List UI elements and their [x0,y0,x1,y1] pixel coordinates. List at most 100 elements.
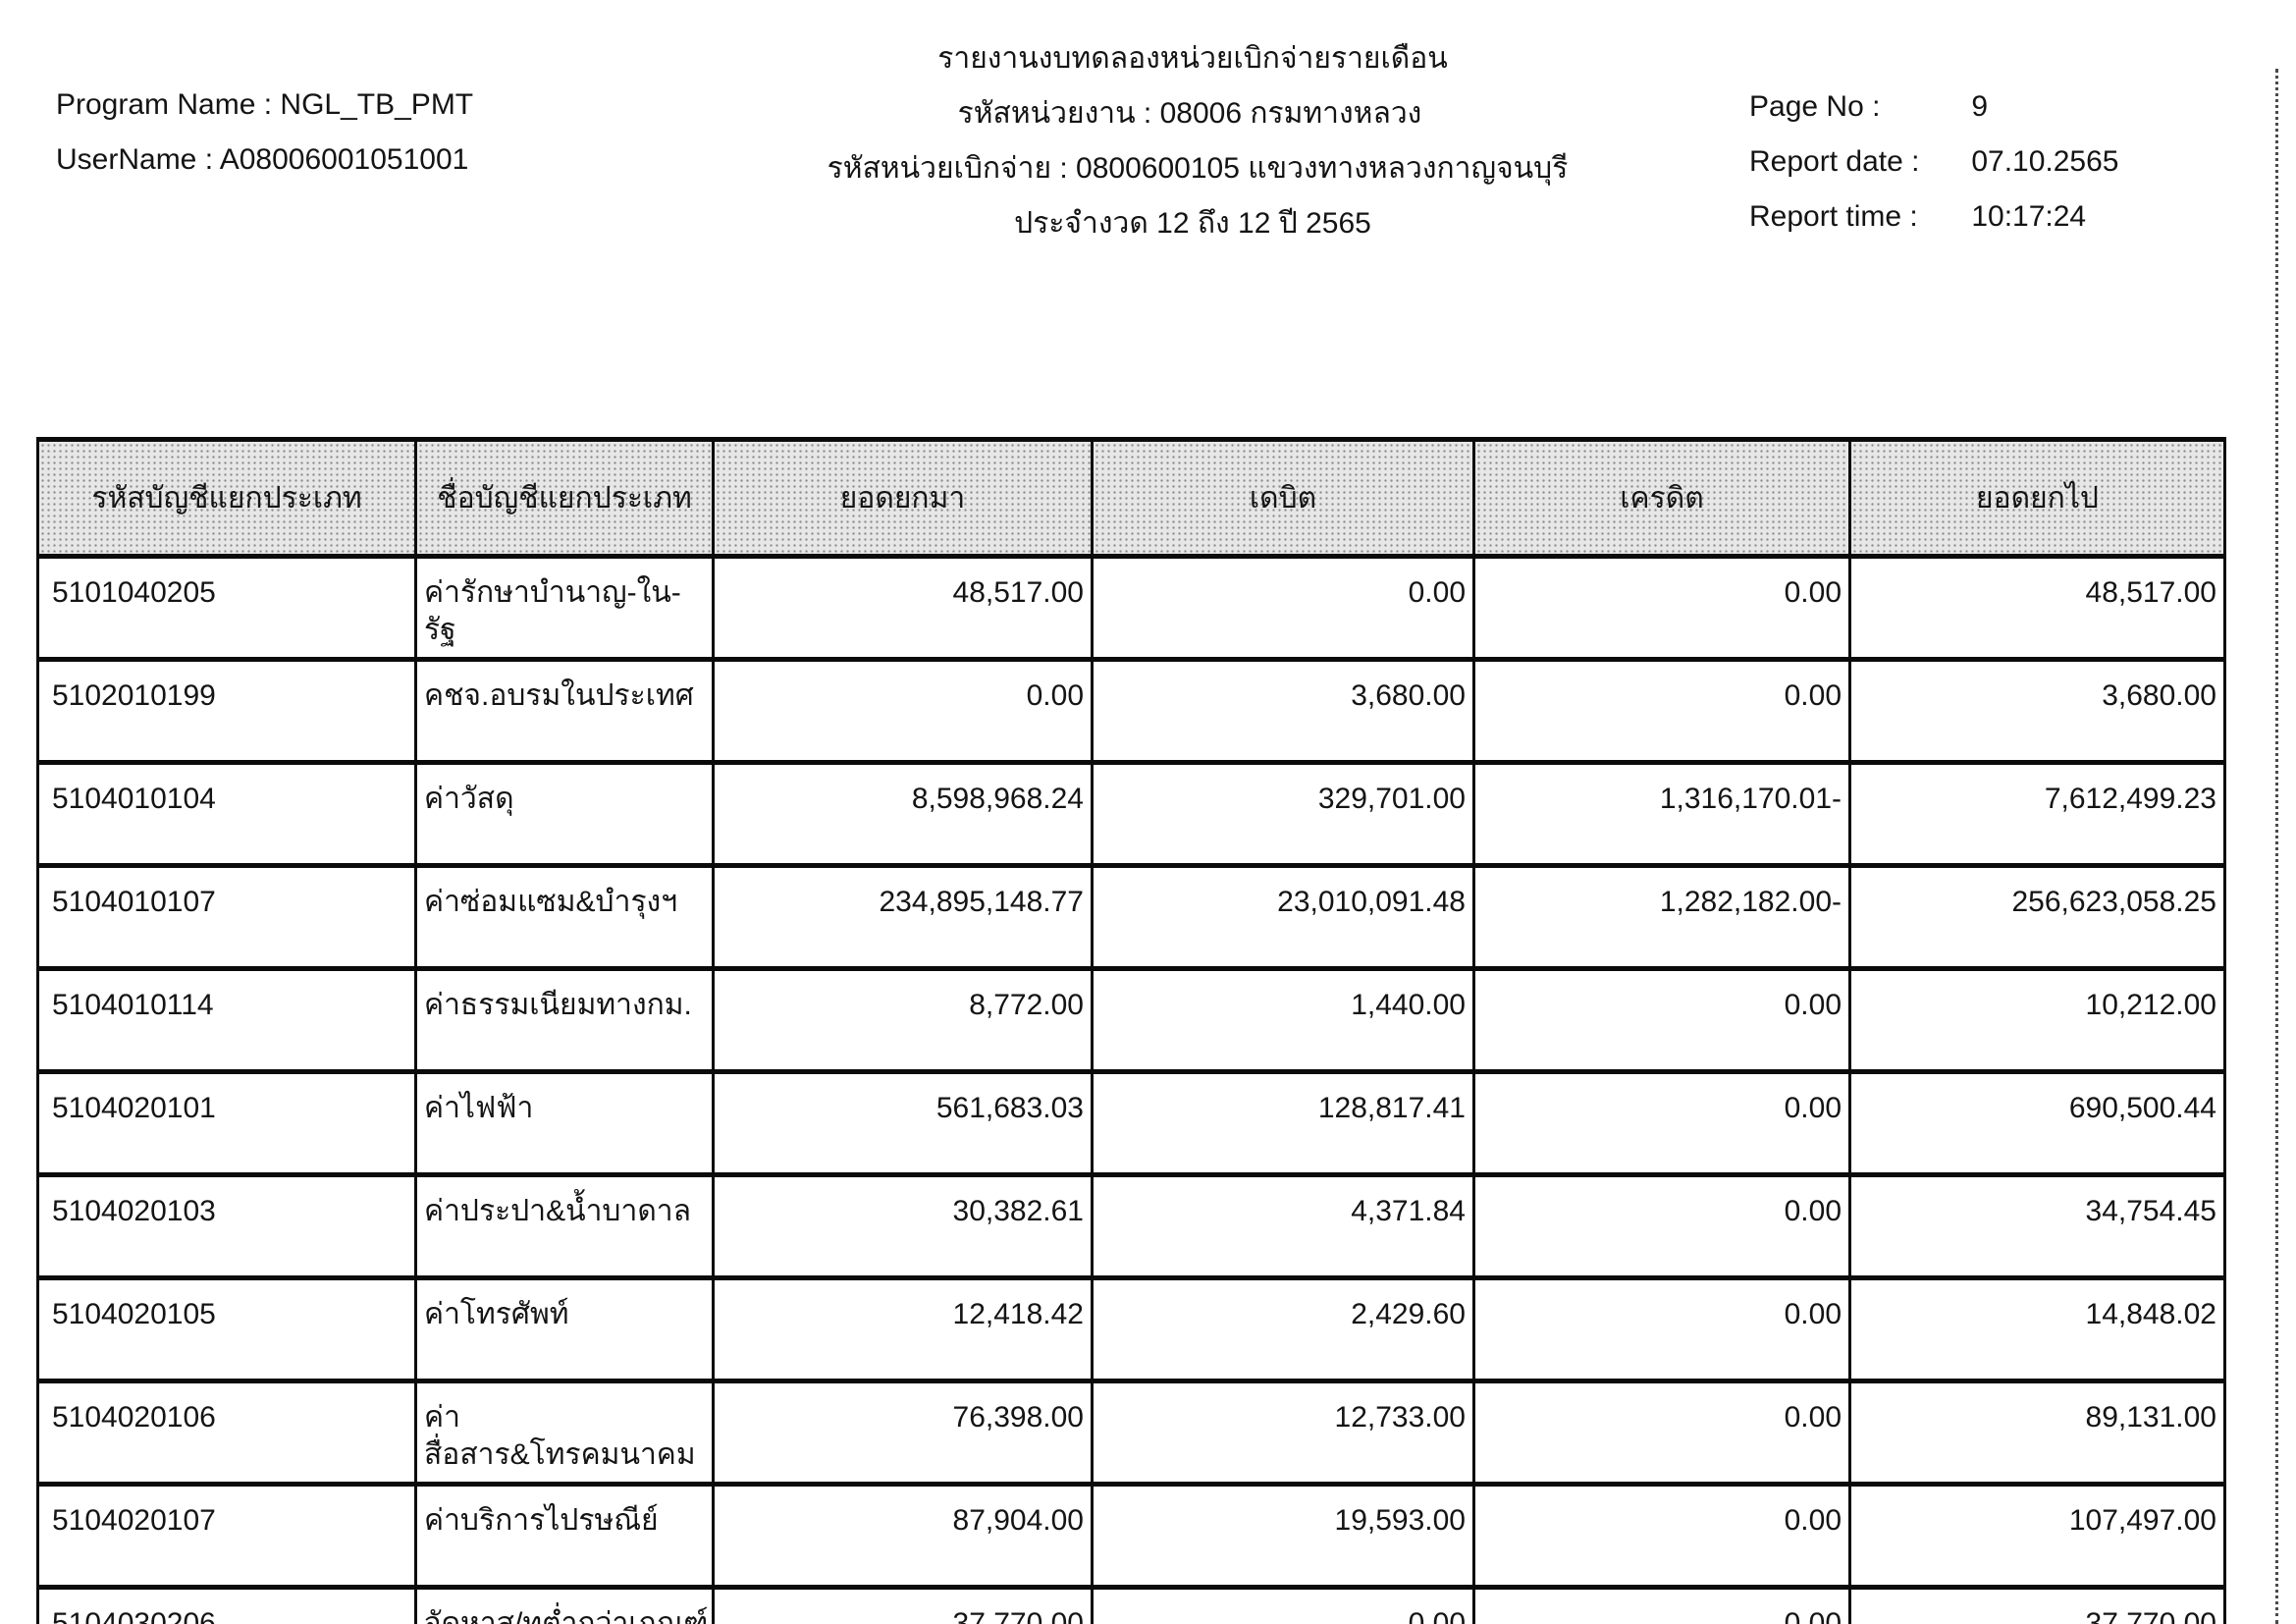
table-cell: 37,770.00 [1848,1585,2226,1624]
agency-code-line: รหัสหน่วยงาน : 08006 กรมทางหลวง [957,97,1422,130]
table-cell: 3,680.00 [1091,657,1475,765]
program-name-line: Program Name : NGL_TB_PMT [56,88,473,122]
table-row: 5101040205 ค่ารักษาบำนาญ-ใน-รัฐ 48,517.00 0… [36,554,2226,662]
table-cell: 48,517.00 [1848,554,2226,662]
table-cell: 234,895,148.77 [712,863,1094,971]
table-cell: 0.00 [1472,1069,1851,1177]
disbursement-unit-line: รหัสหน่วยเบิกจ่าย : 0800600105 แขวงทางหล… [827,152,1569,185]
table-cell: 5104010107 [36,863,417,971]
table-cell: 7,612,499.23 [1848,760,2226,868]
table-row: 5104020101 ค่าไฟฟ้า 561,683.03 128,817.41 0.… [36,1069,2226,1177]
table-row: 5102010199 คชจ.อบรมในประเทศ 0.00 3,680.00 0.… [36,657,2226,765]
table-cell: 5104020106 [36,1379,417,1487]
column-header: ยอดยกมา [712,437,1094,559]
table-cell: 561,683.03 [712,1069,1094,1177]
program-name-label: Program Name : [56,88,273,121]
program-name-value: NGL_TB_PMT [280,88,474,121]
trial-balance-table: รหัสบัญชีแยกประเภท ชื่อบัญชีแยกประเภท ยอดย… [36,437,2226,1624]
table-row: 5104020103 ค่าประปา&น้ำบาดาล 30,382.61 4,37… [36,1172,2226,1280]
table-cell: ค่าธรรมเนียมทางกม. [414,966,715,1074]
table-cell: ค่าโทรศัพท์ [414,1275,715,1383]
scan-edge-line [2275,69,2278,1624]
table-cell: จัดหาส/ทต่ำกว่าเกณฑ์ [414,1585,715,1624]
table-cell: 1,282,182.00- [1472,863,1851,971]
username-line: UserName : A08006001051001 [56,143,468,177]
table-cell: 690,500.44 [1848,1069,2226,1177]
table-cell: 0.00 [1472,966,1851,1074]
table-cell: ค่าวัสดุ [414,760,715,868]
table-cell: 0.00 [1472,1482,1851,1590]
report-title: รายงานงบทดลองหน่วยเบิกจ่ายรายเดือน [937,42,1448,75]
table-cell: ค่าบริการไปรษณีย์ [414,1482,715,1590]
table-cell: 10,212.00 [1848,966,2226,1074]
table-cell: 0.00 [1472,1379,1851,1487]
period-line: ประจำงวด 12 ถึง 12 ปี 2565 [1014,207,1371,240]
page-no-line: Page No : 9 [1749,90,1988,124]
table-cell: 8,598,968.24 [712,760,1094,868]
report-time-value: 10:17:24 [1971,200,2087,233]
username-value: A08006001051001 [219,143,469,176]
report-time-label: Report time : [1749,200,1918,233]
table-cell: 0.00 [712,657,1094,765]
table-cell: 5104020103 [36,1172,417,1280]
table-cell: 14,848.02 [1848,1275,2226,1383]
table-cell: 0.00 [1472,1275,1851,1383]
report-date-label: Report date : [1749,145,1920,178]
page-no-label: Page No : [1749,90,1881,123]
table-cell: 107,497.00 [1848,1482,2226,1590]
table-header-row: รหัสบัญชีแยกประเภท ชื่อบัญชีแยกประเภท ยอดย… [36,437,2226,559]
table-cell: 5104030206 [36,1585,417,1624]
table-cell: 12,733.00 [1091,1379,1475,1487]
table-cell: 1,316,170.01- [1472,760,1851,868]
table-row: 5104020107 ค่าบริการไปรษณีย์ 87,904.00 19,5… [36,1482,2226,1590]
table-cell: 3,680.00 [1848,657,2226,765]
table-cell: 256,623,058.25 [1848,863,2226,971]
table-row: 5104020106 ค่าสื่อสาร&โทรคมนาคม 76,398.00 1… [36,1379,2226,1487]
table-cell: 0.00 [1472,1172,1851,1280]
table-row: 5104010104 ค่าวัสดุ 8,598,968.24 329,701.00… [36,760,2226,868]
table-cell: 5104010114 [36,966,417,1074]
table-cell: 5101040205 [36,554,417,662]
table-cell: 5104020105 [36,1275,417,1383]
table-cell: 30,382.61 [712,1172,1094,1280]
column-header: ชื่อบัญชีแยกประเภท [414,437,715,559]
table-row: 5104020105 ค่าโทรศัพท์ 12,418.42 2,429.60 0.… [36,1275,2226,1383]
table-row: 5104010107 ค่าซ่อมแซม&บำรุงฯ 234,895,148.7… [36,863,2226,971]
table-cell: 8,772.00 [712,966,1094,1074]
table-cell: 0.00 [1091,1585,1475,1624]
table-cell: 87,904.00 [712,1482,1094,1590]
table-cell: 12,418.42 [712,1275,1094,1383]
table-cell: 128,817.41 [1091,1069,1475,1177]
table-cell: 89,131.00 [1848,1379,2226,1487]
column-header: รหัสบัญชีแยกประเภท [36,437,417,559]
table-cell: 5104010104 [36,760,417,868]
page-no-value: 9 [1971,90,1989,123]
table-cell: 5104020107 [36,1482,417,1590]
table-cell: 0.00 [1472,554,1851,662]
table-cell: 5102010199 [36,657,417,765]
table-cell: 19,593.00 [1091,1482,1475,1590]
trial-balance-table-wrapper: รหัสบัญชีแยกประเภท ชื่อบัญชีแยกประเภท ยอดย… [36,437,2226,1624]
table-cell: 2,429.60 [1091,1275,1475,1383]
table-cell: 23,010,091.48 [1091,863,1475,971]
table-cell: ค่าไฟฟ้า [414,1069,715,1177]
table-row: 5104010114 ค่าธรรมเนียมทางกม. 8,772.00 1,44… [36,966,2226,1074]
username-label: UserName : [56,143,214,176]
table-cell: 34,754.45 [1848,1172,2226,1280]
table-cell: 48,517.00 [712,554,1094,662]
table-row: 5104030206 จัดหาส/ทต่ำกว่าเกณฑ์ 37,770.00 0… [36,1585,2226,1624]
table-cell: ค่าสื่อสาร&โทรคมนาคม [414,1379,715,1487]
table-cell: ค่าซ่อมแซม&บำรุงฯ [414,863,715,971]
table-cell: 0.00 [1472,657,1851,765]
table-cell: ค่ารักษาบำนาญ-ใน-รัฐ [414,554,715,662]
column-header: เครดิต [1472,437,1851,559]
table-cell: 5104020101 [36,1069,417,1177]
report-time-line: Report time : 10:17:24 [1749,200,2086,234]
table-cell: 76,398.00 [712,1379,1094,1487]
table-cell: 1,440.00 [1091,966,1475,1074]
column-header: เดบิต [1091,437,1475,559]
table-cell: 0.00 [1091,554,1475,662]
table-cell: ค่าประปา&น้ำบาดาล [414,1172,715,1280]
report-date-line: Report date : 07.10.2565 [1749,145,2119,179]
